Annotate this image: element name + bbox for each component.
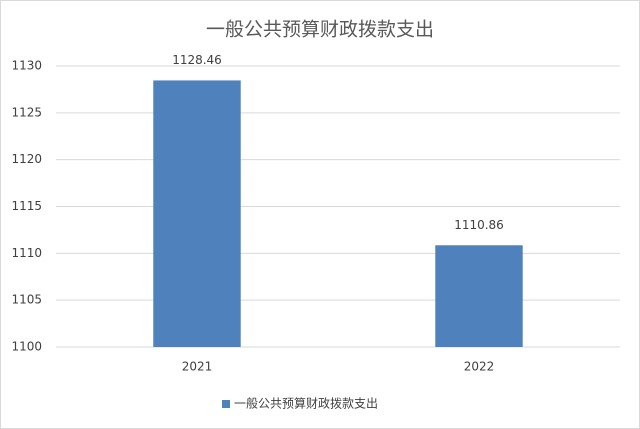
y-tick-label: 1110 xyxy=(11,246,42,260)
y-tick-label: 1120 xyxy=(11,152,42,166)
data-label: 1128.46 xyxy=(172,53,222,67)
y-tick-label: 1105 xyxy=(11,293,42,307)
chart-title: 一般公共预算财政拨款支出 xyxy=(206,19,434,41)
x-tick-label: 2022 xyxy=(464,360,495,374)
y-tick-label: 1100 xyxy=(11,340,42,354)
x-tick-label: 2021 xyxy=(182,360,213,374)
legend-label: 一般公共预算财政拨款支出 xyxy=(234,396,378,411)
bar xyxy=(435,245,523,347)
bar xyxy=(153,80,241,347)
y-tick-label: 1130 xyxy=(11,59,42,73)
y-tick-label: 1115 xyxy=(11,199,42,213)
data-label: 1110.86 xyxy=(454,218,504,232)
y-tick-label: 1125 xyxy=(11,105,42,119)
legend-swatch xyxy=(222,400,230,408)
